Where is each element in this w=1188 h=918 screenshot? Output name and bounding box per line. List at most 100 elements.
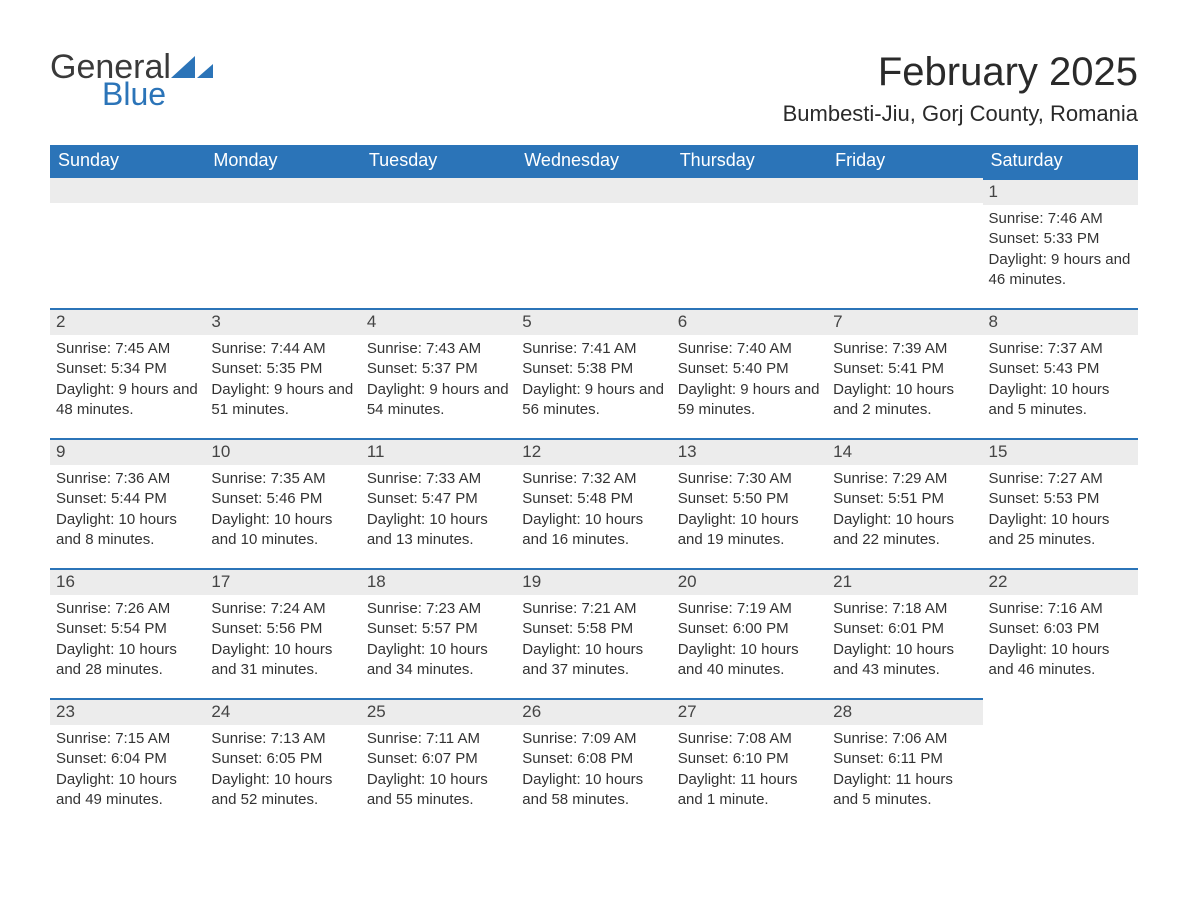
day-number (827, 178, 982, 203)
day-number: 4 (361, 308, 516, 335)
sunset-text: Sunset: 5:46 PM (211, 489, 354, 509)
month-title: February 2025 (783, 50, 1138, 95)
sunrise-text: Sunrise: 7:16 AM (989, 599, 1132, 619)
sunrise-text: Sunrise: 7:23 AM (367, 599, 510, 619)
daylight-text: Daylight: 10 hours and 43 minutes. (833, 640, 976, 681)
col-monday: Monday (205, 145, 360, 178)
calendar-cell (983, 698, 1138, 828)
day-number: 7 (827, 308, 982, 335)
sunrise-text: Sunrise: 7:37 AM (989, 339, 1132, 359)
day-details: Sunrise: 7:45 AMSunset: 5:34 PMDaylight:… (50, 335, 205, 424)
daylight-text: Daylight: 10 hours and 22 minutes. (833, 510, 976, 551)
day-number: 12 (516, 438, 671, 465)
daylight-text: Daylight: 10 hours and 28 minutes. (56, 640, 199, 681)
calendar-cell: 26Sunrise: 7:09 AMSunset: 6:08 PMDayligh… (516, 698, 671, 828)
day-details: Sunrise: 7:24 AMSunset: 5:56 PMDaylight:… (205, 595, 360, 684)
day-number: 8 (983, 308, 1138, 335)
day-number: 6 (672, 308, 827, 335)
day-details: Sunrise: 7:08 AMSunset: 6:10 PMDaylight:… (672, 725, 827, 814)
calendar-cell: 28Sunrise: 7:06 AMSunset: 6:11 PMDayligh… (827, 698, 982, 828)
col-thursday: Thursday (672, 145, 827, 178)
day-details: Sunrise: 7:32 AMSunset: 5:48 PMDaylight:… (516, 465, 671, 554)
day-number (672, 178, 827, 203)
daylight-text: Daylight: 9 hours and 48 minutes. (56, 380, 199, 421)
calendar-cell (516, 178, 671, 308)
day-details: Sunrise: 7:39 AMSunset: 5:41 PMDaylight:… (827, 335, 982, 424)
calendar-cell: 5Sunrise: 7:41 AMSunset: 5:38 PMDaylight… (516, 308, 671, 438)
day-number (50, 178, 205, 203)
brand-blue: Blue (102, 78, 171, 110)
calendar-cell (361, 178, 516, 308)
sunset-text: Sunset: 6:04 PM (56, 749, 199, 769)
calendar-cell: 27Sunrise: 7:08 AMSunset: 6:10 PMDayligh… (672, 698, 827, 828)
daylight-text: Daylight: 10 hours and 8 minutes. (56, 510, 199, 551)
calendar-week-row: 9Sunrise: 7:36 AMSunset: 5:44 PMDaylight… (50, 438, 1138, 568)
day-number: 23 (50, 698, 205, 725)
calendar-week-row: 16Sunrise: 7:26 AMSunset: 5:54 PMDayligh… (50, 568, 1138, 698)
day-details: Sunrise: 7:40 AMSunset: 5:40 PMDaylight:… (672, 335, 827, 424)
sunset-text: Sunset: 5:38 PM (522, 359, 665, 379)
calendar-cell: 10Sunrise: 7:35 AMSunset: 5:46 PMDayligh… (205, 438, 360, 568)
day-details: Sunrise: 7:33 AMSunset: 5:47 PMDaylight:… (361, 465, 516, 554)
day-number: 14 (827, 438, 982, 465)
brand-triangle-icon (171, 56, 213, 84)
day-number: 18 (361, 568, 516, 595)
day-number: 28 (827, 698, 982, 725)
sunset-text: Sunset: 5:53 PM (989, 489, 1132, 509)
day-details: Sunrise: 7:41 AMSunset: 5:38 PMDaylight:… (516, 335, 671, 424)
calendar-cell: 16Sunrise: 7:26 AMSunset: 5:54 PMDayligh… (50, 568, 205, 698)
day-number (516, 178, 671, 203)
sunset-text: Sunset: 6:08 PM (522, 749, 665, 769)
calendar-cell (672, 178, 827, 308)
day-number: 3 (205, 308, 360, 335)
calendar-cell: 20Sunrise: 7:19 AMSunset: 6:00 PMDayligh… (672, 568, 827, 698)
sunset-text: Sunset: 5:48 PM (522, 489, 665, 509)
calendar-week-row: 1Sunrise: 7:46 AMSunset: 5:33 PMDaylight… (50, 178, 1138, 308)
col-friday: Friday (827, 145, 982, 178)
calendar-cell: 19Sunrise: 7:21 AMSunset: 5:58 PMDayligh… (516, 568, 671, 698)
sunset-text: Sunset: 5:50 PM (678, 489, 821, 509)
sunrise-text: Sunrise: 7:08 AM (678, 729, 821, 749)
day-details: Sunrise: 7:11 AMSunset: 6:07 PMDaylight:… (361, 725, 516, 814)
calendar-cell: 8Sunrise: 7:37 AMSunset: 5:43 PMDaylight… (983, 308, 1138, 438)
daylight-text: Daylight: 10 hours and 2 minutes. (833, 380, 976, 421)
day-details: Sunrise: 7:16 AMSunset: 6:03 PMDaylight:… (983, 595, 1138, 684)
daylight-text: Daylight: 9 hours and 59 minutes. (678, 380, 821, 421)
sunrise-text: Sunrise: 7:30 AM (678, 469, 821, 489)
day-details: Sunrise: 7:19 AMSunset: 6:00 PMDaylight:… (672, 595, 827, 684)
daylight-text: Daylight: 10 hours and 25 minutes. (989, 510, 1132, 551)
day-details: Sunrise: 7:06 AMSunset: 6:11 PMDaylight:… (827, 725, 982, 814)
daylight-text: Daylight: 10 hours and 40 minutes. (678, 640, 821, 681)
daylight-text: Daylight: 11 hours and 1 minute. (678, 770, 821, 811)
day-details: Sunrise: 7:26 AMSunset: 5:54 PMDaylight:… (50, 595, 205, 684)
sunrise-text: Sunrise: 7:33 AM (367, 469, 510, 489)
col-sunday: Sunday (50, 145, 205, 178)
sunrise-text: Sunrise: 7:13 AM (211, 729, 354, 749)
sunset-text: Sunset: 6:11 PM (833, 749, 976, 769)
day-number: 2 (50, 308, 205, 335)
daylight-text: Daylight: 9 hours and 51 minutes. (211, 380, 354, 421)
calendar-cell: 25Sunrise: 7:11 AMSunset: 6:07 PMDayligh… (361, 698, 516, 828)
sunset-text: Sunset: 5:43 PM (989, 359, 1132, 379)
day-number: 22 (983, 568, 1138, 595)
calendar-cell: 7Sunrise: 7:39 AMSunset: 5:41 PMDaylight… (827, 308, 982, 438)
sunset-text: Sunset: 5:41 PM (833, 359, 976, 379)
sunrise-text: Sunrise: 7:44 AM (211, 339, 354, 359)
calendar-cell: 14Sunrise: 7:29 AMSunset: 5:51 PMDayligh… (827, 438, 982, 568)
day-details: Sunrise: 7:18 AMSunset: 6:01 PMDaylight:… (827, 595, 982, 684)
calendar-cell (205, 178, 360, 308)
day-details: Sunrise: 7:27 AMSunset: 5:53 PMDaylight:… (983, 465, 1138, 554)
sunrise-text: Sunrise: 7:39 AM (833, 339, 976, 359)
sunrise-text: Sunrise: 7:26 AM (56, 599, 199, 619)
calendar-cell: 4Sunrise: 7:43 AMSunset: 5:37 PMDaylight… (361, 308, 516, 438)
day-number: 21 (827, 568, 982, 595)
sunrise-text: Sunrise: 7:09 AM (522, 729, 665, 749)
daylight-text: Daylight: 10 hours and 13 minutes. (367, 510, 510, 551)
sunset-text: Sunset: 5:56 PM (211, 619, 354, 639)
daylight-text: Daylight: 10 hours and 37 minutes. (522, 640, 665, 681)
day-details: Sunrise: 7:35 AMSunset: 5:46 PMDaylight:… (205, 465, 360, 554)
day-details: Sunrise: 7:23 AMSunset: 5:57 PMDaylight:… (361, 595, 516, 684)
sunrise-text: Sunrise: 7:35 AM (211, 469, 354, 489)
sunrise-text: Sunrise: 7:11 AM (367, 729, 510, 749)
col-wednesday: Wednesday (516, 145, 671, 178)
